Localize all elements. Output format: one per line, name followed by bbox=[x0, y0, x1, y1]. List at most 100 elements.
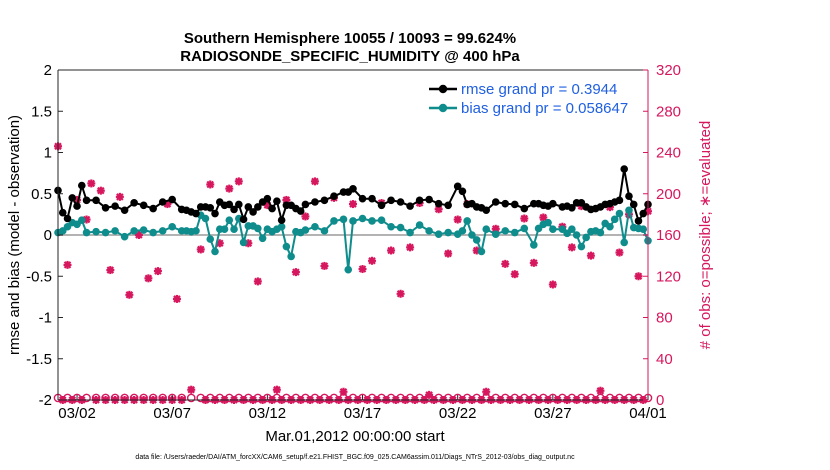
obs-evaluated-marker bbox=[387, 246, 396, 255]
bias-point bbox=[610, 215, 619, 224]
bias-point bbox=[120, 232, 129, 241]
chart-title-line1: Southern Hemisphere 10055 / 10093 = 99.6… bbox=[184, 30, 516, 47]
y-axis-right-label: # of obs: o=possible; ∗=evaluated bbox=[697, 121, 714, 350]
left-tick-label: -1.5 bbox=[26, 351, 52, 368]
obs-star-stroke bbox=[187, 385, 196, 394]
rmse-point bbox=[301, 200, 310, 209]
right-tick-label: 240 bbox=[656, 145, 681, 162]
bias-point bbox=[406, 228, 414, 237]
obs-evaluated-marker bbox=[282, 195, 291, 204]
rmse-point bbox=[634, 217, 643, 225]
obs-evaluated-marker bbox=[96, 186, 105, 195]
obs-evaluated-marker bbox=[291, 268, 300, 277]
rmse-point bbox=[501, 199, 510, 208]
obs-evaluated-marker bbox=[225, 184, 234, 193]
left-tick-label: 2 bbox=[44, 62, 52, 79]
bias-point bbox=[520, 224, 529, 233]
bias-point bbox=[111, 227, 119, 235]
legend-box bbox=[425, 76, 641, 122]
obs-star-stroke bbox=[396, 290, 405, 298]
left-tick-label: 1.5 bbox=[31, 103, 52, 120]
obs-star-stroke bbox=[225, 184, 234, 193]
obs-star-stroke bbox=[116, 193, 124, 201]
rmse-point bbox=[63, 214, 72, 223]
bias-point bbox=[192, 227, 200, 235]
obs-evaluated-marker bbox=[187, 385, 196, 394]
obs-evaluated-marker bbox=[87, 179, 96, 188]
bias-point bbox=[468, 231, 476, 239]
bias-point bbox=[530, 241, 538, 249]
obs-evaluated-marker bbox=[491, 224, 500, 233]
bias-point bbox=[277, 222, 286, 231]
obs-star-stroke bbox=[235, 177, 243, 186]
obs-possible-marker bbox=[186, 393, 196, 403]
obs-evaluated-marker bbox=[548, 280, 557, 289]
obs-evaluated-marker bbox=[567, 243, 576, 252]
obs-star-stroke bbox=[301, 212, 310, 221]
bias-series-layer bbox=[54, 206, 652, 274]
obs-evaluated-marker bbox=[301, 212, 310, 221]
legend-rmse-label: rmse grand pr = 0.3944 bbox=[461, 81, 617, 98]
obs-star-stroke bbox=[63, 261, 72, 269]
bias-point bbox=[130, 227, 138, 235]
rmse-point bbox=[620, 165, 629, 173]
rmse-point bbox=[387, 196, 395, 205]
x-tick-label: 03/17 bbox=[344, 405, 382, 422]
obs-star-stroke bbox=[444, 249, 452, 258]
bias-point bbox=[225, 216, 234, 224]
rmse-point bbox=[149, 204, 157, 213]
bias-point bbox=[434, 230, 443, 238]
obs-evaluated-marker bbox=[453, 215, 462, 224]
obs-evaluated-marker bbox=[63, 260, 72, 269]
y-axis-left-label: rmse and bias (model - observation) bbox=[6, 115, 23, 355]
bias-point bbox=[330, 217, 338, 225]
bias-point bbox=[168, 222, 176, 231]
rmse-point bbox=[444, 201, 452, 210]
obs-star-stroke bbox=[144, 274, 153, 283]
legend: rmse grand pr = 0.3944 bias grand pr = 0… bbox=[425, 76, 641, 122]
bias-point bbox=[149, 228, 157, 237]
bias-point bbox=[458, 227, 467, 235]
left-tick-label: -2 bbox=[39, 392, 52, 409]
bias-point bbox=[258, 234, 267, 243]
obs-evaluated-marker bbox=[396, 289, 405, 298]
rmse-series-layer bbox=[54, 165, 652, 225]
obs-star-stroke bbox=[349, 200, 357, 208]
obs-star-stroke bbox=[320, 262, 329, 270]
rmse-point bbox=[491, 198, 500, 206]
obs-star-stroke bbox=[568, 243, 576, 252]
obs-star-stroke bbox=[425, 391, 433, 399]
obs-star-stroke bbox=[125, 291, 134, 299]
bias-point bbox=[639, 225, 648, 234]
rmse-point bbox=[244, 203, 253, 211]
obs-evaluated-marker bbox=[482, 387, 491, 396]
rmse-point bbox=[396, 198, 405, 206]
obs-star-stroke bbox=[154, 267, 162, 275]
obs-evaluated-marker bbox=[634, 272, 643, 281]
obs-evaluated-marker bbox=[406, 243, 415, 252]
obs-star-stroke bbox=[491, 225, 500, 233]
obs-star-stroke bbox=[273, 385, 281, 394]
x-axis: 03/02 03/07 03/12 03/17 03/22 03/27 04/01 bbox=[58, 395, 667, 422]
obs-evaluated-marker bbox=[106, 266, 115, 275]
bias-point bbox=[282, 242, 291, 251]
x-tick-label: 03/07 bbox=[153, 405, 191, 422]
left-tick-label: -1 bbox=[39, 310, 52, 327]
obs-star-stroke bbox=[615, 248, 624, 257]
bias-point bbox=[139, 226, 148, 234]
obs-star-stroke bbox=[434, 205, 443, 213]
bias-point bbox=[211, 247, 219, 256]
data-file-footnote: data file: /Users/raeder/DAI/ATM_forcXX/… bbox=[135, 454, 575, 461]
rmse-point bbox=[415, 196, 424, 205]
obs-evaluated-marker bbox=[539, 213, 548, 222]
x-tick-label: 03/12 bbox=[249, 405, 287, 422]
rmse-point bbox=[629, 200, 638, 209]
rmse-point bbox=[225, 200, 234, 209]
right-y-axis: 0 40 80 120 160 200 240 280 320 bbox=[643, 62, 681, 409]
rmse-point bbox=[406, 202, 414, 210]
obs-star-stroke bbox=[368, 257, 376, 265]
obs-star-stroke bbox=[482, 387, 491, 396]
obs-star-stroke bbox=[634, 272, 643, 281]
right-tick-label: 320 bbox=[656, 62, 681, 79]
